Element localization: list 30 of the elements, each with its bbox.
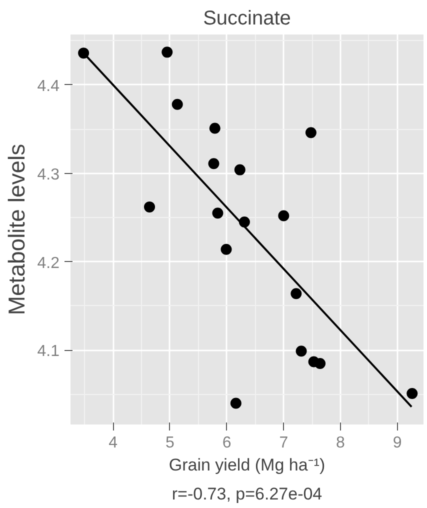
point	[212, 208, 224, 219]
x-tick-label: 9	[392, 434, 402, 452]
y-axis-title: Metabolite levels	[3, 144, 30, 316]
point	[314, 358, 326, 369]
y-tick-label: 4.4	[37, 78, 60, 95]
y-tick-label: 4.3	[37, 166, 60, 184]
point	[144, 201, 156, 212]
chart-title: Succinate	[203, 8, 291, 30]
point	[230, 398, 242, 409]
x-axis-title: Grain yield (Mg ha⁻¹)	[168, 456, 326, 474]
point	[162, 46, 173, 58]
y-tick-label: 4.2	[37, 254, 60, 272]
point	[290, 288, 302, 300]
point	[305, 127, 316, 138]
point	[278, 210, 290, 222]
x-tick-label: 7	[279, 434, 288, 452]
x-tick-label: 4	[108, 434, 118, 452]
point	[172, 98, 183, 110]
x-tick-label: 6	[222, 434, 232, 452]
x-tick-label: 5	[166, 434, 175, 452]
point	[296, 346, 307, 357]
x-tick-label: 8	[336, 434, 346, 452]
point	[234, 164, 246, 176]
y-tick-label: 4.1	[37, 343, 60, 360]
point	[220, 244, 232, 255]
point	[406, 388, 418, 400]
point	[78, 48, 90, 59]
point	[208, 158, 220, 170]
point	[209, 122, 220, 134]
text: r=-0.73, p=6.27e-04	[172, 484, 322, 504]
